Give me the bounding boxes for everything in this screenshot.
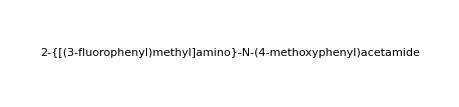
Text: 2-{[(3-fluorophenyl)methyl]amino}-N-(4-methoxyphenyl)acetamide: 2-{[(3-fluorophenyl)methyl]amino}-N-(4-m… (40, 48, 419, 59)
